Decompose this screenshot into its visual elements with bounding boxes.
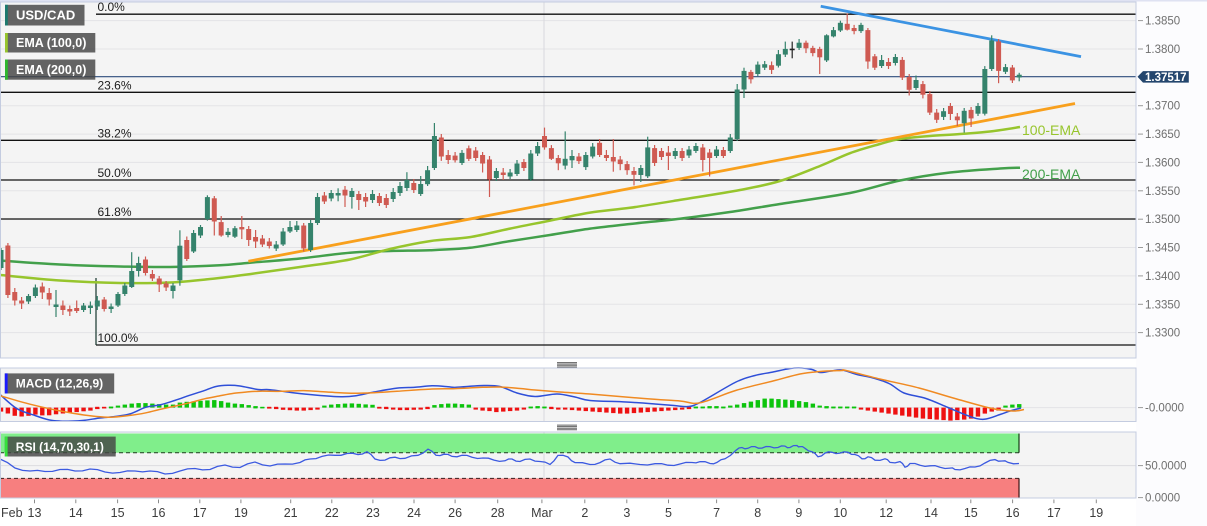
svg-text:Mar: Mar (531, 506, 553, 520)
svg-text:RSI (14,70,30,1): RSI (14,70,30,1) (16, 440, 104, 454)
svg-text:23.6%: 23.6% (98, 78, 132, 92)
svg-text:7: 7 (713, 506, 720, 520)
svg-text:16: 16 (1006, 506, 1020, 520)
svg-text:22: 22 (325, 506, 339, 520)
svg-text:1.3700: 1.3700 (1145, 101, 1180, 113)
svg-text:EMA (200,0): EMA (200,0) (16, 63, 86, 77)
svg-text:5: 5 (665, 506, 672, 520)
svg-text:1.3800: 1.3800 (1145, 44, 1180, 56)
svg-text:8: 8 (754, 506, 761, 520)
svg-text:3: 3 (623, 506, 630, 520)
svg-text:1.3650: 1.3650 (1145, 129, 1180, 141)
svg-text:16: 16 (152, 506, 166, 520)
svg-text:1.3600: 1.3600 (1145, 157, 1180, 169)
svg-text:15: 15 (111, 506, 125, 520)
svg-text:50.0000: 50.0000 (1145, 461, 1187, 473)
svg-text:13: 13 (28, 506, 42, 520)
svg-text:17: 17 (1047, 506, 1061, 520)
svg-text:9: 9 (795, 506, 802, 520)
svg-text:EMA (100,0): EMA (100,0) (16, 36, 86, 50)
svg-text:1.3350: 1.3350 (1145, 299, 1180, 311)
svg-text:USD/CAD: USD/CAD (16, 7, 75, 22)
svg-text:1.3850: 1.3850 (1145, 16, 1180, 28)
svg-text:14: 14 (69, 506, 83, 520)
svg-text:1.3500: 1.3500 (1145, 214, 1180, 226)
svg-text:50.0%: 50.0% (98, 166, 132, 180)
svg-text:1.37517: 1.37517 (1145, 72, 1187, 84)
svg-text:28: 28 (491, 506, 505, 520)
svg-text:19: 19 (1089, 506, 1103, 520)
svg-text:12: 12 (879, 506, 893, 520)
svg-text:21: 21 (284, 506, 298, 520)
svg-text:24: 24 (407, 506, 421, 520)
svg-text:1.3550: 1.3550 (1145, 186, 1180, 198)
svg-text:17: 17 (193, 506, 207, 520)
svg-text:14: 14 (924, 506, 938, 520)
svg-text:38.2%: 38.2% (98, 126, 132, 140)
svg-text:100.0%: 100.0% (98, 331, 139, 345)
svg-text:200-EMA: 200-EMA (1022, 166, 1081, 182)
svg-text:0.0000: 0.0000 (1145, 493, 1180, 505)
svg-text:10: 10 (833, 506, 847, 520)
svg-text:100-EMA: 100-EMA (1022, 122, 1081, 138)
svg-text:1.3300: 1.3300 (1145, 328, 1180, 340)
svg-text:15: 15 (964, 506, 978, 520)
svg-text:-0.0000: -0.0000 (1145, 403, 1184, 415)
svg-text:19: 19 (234, 506, 248, 520)
svg-text:2: 2 (581, 506, 588, 520)
svg-text:Feb: Feb (1, 506, 23, 520)
svg-text:0.0%: 0.0% (98, 0, 126, 14)
svg-text:1.3400: 1.3400 (1145, 271, 1180, 283)
svg-text:1.3450: 1.3450 (1145, 243, 1180, 255)
svg-text:MACD (12,26,9): MACD (12,26,9) (16, 377, 103, 391)
svg-text:61.8%: 61.8% (98, 205, 132, 219)
svg-text:23: 23 (366, 506, 380, 520)
svg-text:26: 26 (448, 506, 462, 520)
